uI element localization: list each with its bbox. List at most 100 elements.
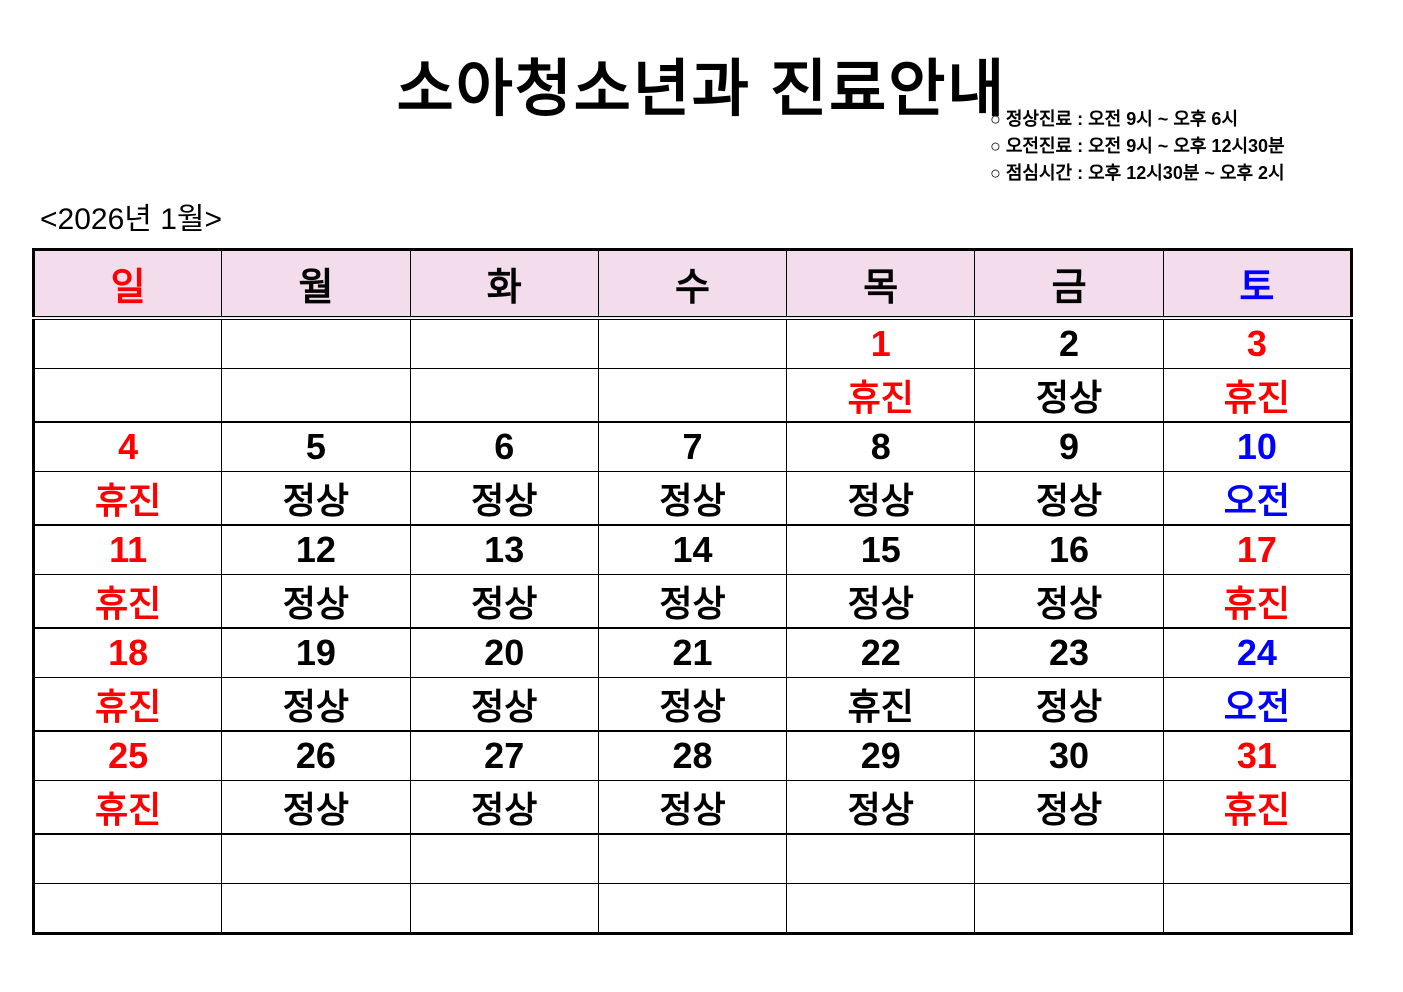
day-status: 휴진 <box>32 471 222 525</box>
day-number: 6 <box>409 421 599 472</box>
week-day-row: 25 26 27 28 29 30 31 <box>32 730 1352 781</box>
day-number: 29 <box>786 730 975 781</box>
week-status-row: 휴진 정상 정상 정상 정상 정상 휴진 <box>32 780 1352 834</box>
hours-morning: ○ 오전진료 : 오전 9시 ~ 오후 12시30분 <box>990 136 1285 156</box>
day-number <box>1162 833 1352 884</box>
day-status: 정상 <box>409 471 599 525</box>
day-number: 25 <box>32 730 222 781</box>
hours-normal: ○ 정상진료 : 오전 9시 ~ 오후 6시 <box>990 109 1239 129</box>
day-number: 11 <box>32 524 222 575</box>
day-status: 정상 <box>221 780 411 834</box>
day-number <box>786 833 975 884</box>
day-status: 정상 <box>786 574 975 628</box>
day-status: 정상 <box>221 574 411 628</box>
day-status: 정상 <box>597 677 787 731</box>
day-number: 13 <box>409 524 599 575</box>
day-number <box>221 318 411 369</box>
week-day-row: 4 5 6 7 8 9 10 <box>32 421 1352 472</box>
day-status <box>32 883 222 934</box>
day-status <box>974 883 1164 934</box>
day-number: 5 <box>221 421 411 472</box>
day-number <box>597 833 787 884</box>
day-number: 26 <box>221 730 411 781</box>
weekday-4: 목 <box>786 249 975 320</box>
day-status: 휴진 <box>1162 574 1352 628</box>
day-number: 19 <box>221 627 411 678</box>
weekday-0: 일 <box>32 249 222 320</box>
hours-lunch: ○ 점심시간 : 오후 12시30분 ~ 오후 2시 <box>990 163 1285 183</box>
day-status: 정상 <box>597 574 787 628</box>
day-number: 20 <box>409 627 599 678</box>
day-number: 18 <box>32 627 222 678</box>
day-status <box>409 883 599 934</box>
weekday-6: 토 <box>1162 249 1352 320</box>
day-number: 4 <box>32 421 222 472</box>
day-number <box>32 833 222 884</box>
day-number: 22 <box>786 627 975 678</box>
day-status: 정상 <box>409 780 599 834</box>
day-number: 14 <box>597 524 787 575</box>
day-status: 정상 <box>974 574 1164 628</box>
day-status <box>409 368 599 422</box>
day-number: 10 <box>1162 421 1352 472</box>
week-status-row: 휴진 정상 정상 정상 정상 정상 휴진 <box>32 574 1352 628</box>
week-status-row: 휴진 정상 정상 정상 정상 정상 오전 <box>32 471 1352 525</box>
week-status-row: 휴진 정상 정상 정상 휴진 정상 오전 <box>32 677 1352 731</box>
day-status: 정상 <box>974 780 1164 834</box>
day-status: 정상 <box>786 780 975 834</box>
day-status: 휴진 <box>32 574 222 628</box>
page-title: 소아청소년과 진료안내 <box>396 55 1007 124</box>
weekday-5: 금 <box>974 249 1164 320</box>
day-status <box>221 883 411 934</box>
day-number <box>409 833 599 884</box>
day-number: 9 <box>974 421 1164 472</box>
month-label: <2026년 1월> <box>40 203 222 236</box>
clinic-hours: ○ 정상진료 : 오전 9시 ~ 오후 6시 ○ 오전진료 : 오전 9시 ~ … <box>990 106 1285 187</box>
day-status <box>597 368 787 422</box>
day-number: 8 <box>786 421 975 472</box>
day-status: 정상 <box>974 677 1164 731</box>
week-status-row: 휴진 정상 휴진 <box>32 368 1352 422</box>
day-status <box>1162 883 1352 934</box>
day-status: 정상 <box>221 677 411 731</box>
week-status-row <box>32 883 1352 934</box>
day-status: 휴진 <box>1162 780 1352 834</box>
weekday-3: 수 <box>597 249 787 320</box>
day-status: 정상 <box>786 471 975 525</box>
day-number <box>974 833 1164 884</box>
day-status: 정상 <box>597 471 787 525</box>
day-status: 휴진 <box>1162 368 1352 422</box>
day-number: 17 <box>1162 524 1352 575</box>
day-status: 오전 <box>1162 677 1352 731</box>
day-status: 정상 <box>974 471 1164 525</box>
day-number: 1 <box>786 318 975 369</box>
day-status: 휴진 <box>32 677 222 731</box>
week-day-row: 18 19 20 21 22 23 24 <box>32 627 1352 678</box>
day-number: 24 <box>1162 627 1352 678</box>
day-number <box>409 318 599 369</box>
day-status: 정상 <box>221 471 411 525</box>
day-status: 오전 <box>1162 471 1352 525</box>
day-status <box>597 883 787 934</box>
day-status <box>786 883 975 934</box>
weekday-2: 화 <box>409 249 599 320</box>
day-status: 정상 <box>409 677 599 731</box>
day-status: 정상 <box>409 574 599 628</box>
week-day-row <box>32 833 1352 884</box>
day-number: 15 <box>786 524 975 575</box>
day-number: 21 <box>597 627 787 678</box>
day-status: 휴진 <box>786 677 975 731</box>
day-number: 3 <box>1162 318 1352 369</box>
day-number: 30 <box>974 730 1164 781</box>
day-number: 31 <box>1162 730 1352 781</box>
weekday-1: 월 <box>221 249 411 320</box>
day-number: 28 <box>597 730 787 781</box>
day-status <box>32 368 222 422</box>
day-number: 12 <box>221 524 411 575</box>
day-number: 16 <box>974 524 1164 575</box>
day-status: 휴진 <box>32 780 222 834</box>
day-number <box>221 833 411 884</box>
